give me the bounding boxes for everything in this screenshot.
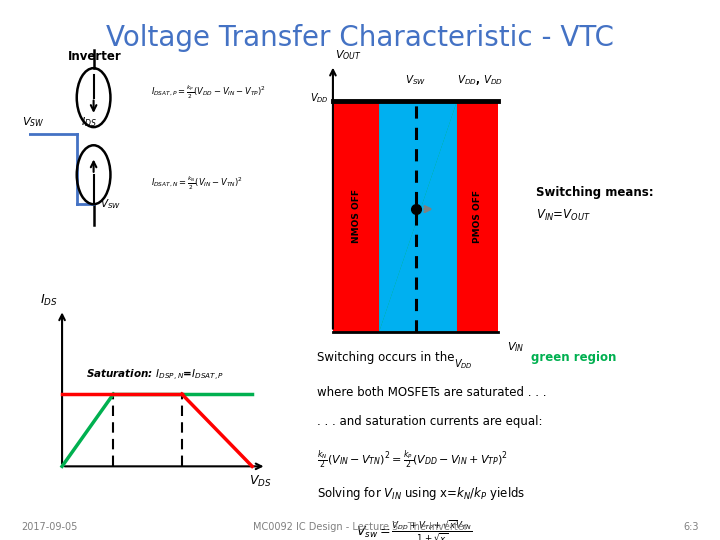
Text: 2017-09-05: 2017-09-05 <box>22 522 78 532</box>
Text: 6:3: 6:3 <box>683 522 698 532</box>
Text: . . . and saturation currents are equal:: . . . and saturation currents are equal: <box>317 415 542 428</box>
Text: Voltage Transfer Characteristic - VTC: Voltage Transfer Characteristic - VTC <box>106 24 614 52</box>
Text: PMOS OFF: PMOS OFF <box>473 190 482 243</box>
Text: $I_{DS}$: $I_{DS}$ <box>40 293 58 308</box>
Text: $V_{DD}$, $V_{DD}$: $V_{DD}$, $V_{DD}$ <box>457 73 503 87</box>
Text: Switching occurs in the: Switching occurs in the <box>317 351 458 364</box>
Bar <box>457 102 498 332</box>
Text: $V_{OUT}$: $V_{OUT}$ <box>335 48 361 62</box>
Text: NMOS OFF: NMOS OFF <box>351 190 361 244</box>
Bar <box>379 102 457 332</box>
Text: $V_{SW}$: $V_{SW}$ <box>100 197 121 211</box>
Text: $V_{sw} = \frac{V_{DD} + V_{TP} + \sqrt{x}V_{TN}}{1 + \sqrt{x}}$: $V_{sw} = \frac{V_{DD} + V_{TP} + \sqrt{… <box>356 518 472 540</box>
Text: $V_{DS}$: $V_{DS}$ <box>248 474 271 489</box>
Text: MC0092 IC Design - Lecture 3 : The Inverter: MC0092 IC Design - Lecture 3 : The Inver… <box>253 522 467 532</box>
Text: where both MOSFETs are saturated . . .: where both MOSFETs are saturated . . . <box>317 386 546 399</box>
Text: Saturation: $I_{DSP,N}$=$I_{DSAT,P}$: Saturation: $I_{DSP,N}$=$I_{DSAT,P}$ <box>86 368 224 383</box>
Text: Solving for $V_{IN}$ using x=$k_N$/$k_P$ yields: Solving for $V_{IN}$ using x=$k_N$/$k_P$… <box>317 485 525 502</box>
Polygon shape <box>379 102 457 332</box>
Text: $I_{DSAT,P} = \frac{k_P}{2}(V_{DD} - V_{IN} - V_{TP})^2$: $I_{DSAT,P} = \frac{k_P}{2}(V_{DD} - V_{… <box>151 83 266 100</box>
Text: green region: green region <box>531 351 616 364</box>
Polygon shape <box>379 102 457 332</box>
Text: $I_{DSAT,N} = \frac{k_N}{2}(V_{IN} - V_{TN})^2$: $I_{DSAT,N} = \frac{k_N}{2}(V_{IN} - V_{… <box>151 174 243 192</box>
Text: $V_{IN}$=$V_{OUT}$: $V_{IN}$=$V_{OUT}$ <box>536 208 591 223</box>
Polygon shape <box>379 102 457 332</box>
Text: $V_{IN}$: $V_{IN}$ <box>507 340 524 354</box>
Text: $V_{SW}$: $V_{SW}$ <box>22 116 45 130</box>
Text: Inverter: Inverter <box>68 50 122 63</box>
Text: $V_{SW}$: $V_{SW}$ <box>405 73 426 87</box>
Text: $V_{DD}$: $V_{DD}$ <box>310 92 329 105</box>
Bar <box>333 102 379 332</box>
Text: $\frac{k_N}{2}(V_{IN} - V_{TN})^2 = \frac{k_P}{2}(V_{DD} - V_{IN} + V_{TP})^2$: $\frac{k_N}{2}(V_{IN} - V_{TN})^2 = \fra… <box>317 448 508 471</box>
Text: Switching means:: Switching means: <box>536 186 654 199</box>
Text: $I_{DS}$: $I_{DS}$ <box>81 116 96 130</box>
Polygon shape <box>379 102 457 332</box>
Text: $V_{DD}$: $V_{DD}$ <box>454 357 472 370</box>
